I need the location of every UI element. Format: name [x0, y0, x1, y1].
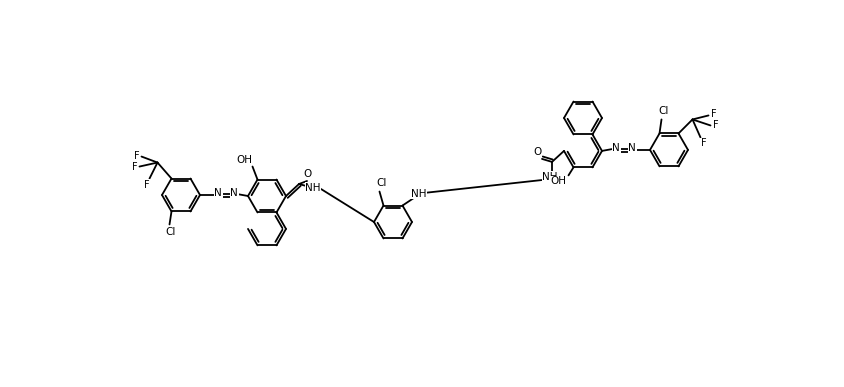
Text: Cl: Cl: [658, 106, 668, 116]
Text: F: F: [143, 180, 149, 190]
Text: OH: OH: [236, 154, 252, 164]
Text: F: F: [132, 161, 138, 171]
Text: NH: NH: [306, 183, 321, 193]
Text: Cl: Cl: [376, 178, 387, 188]
Text: Cl: Cl: [165, 228, 176, 238]
Text: F: F: [701, 139, 706, 149]
Text: O: O: [533, 147, 541, 157]
Text: N: N: [214, 188, 222, 198]
Text: N: N: [628, 143, 636, 153]
Text: O: O: [304, 169, 312, 179]
Text: OH: OH: [550, 176, 566, 187]
Text: N: N: [612, 143, 619, 153]
Text: F: F: [712, 120, 718, 130]
Text: F: F: [711, 110, 717, 120]
Text: NH: NH: [411, 188, 426, 199]
Text: N: N: [230, 188, 238, 198]
Text: NH: NH: [542, 172, 558, 182]
Text: F: F: [133, 151, 139, 161]
